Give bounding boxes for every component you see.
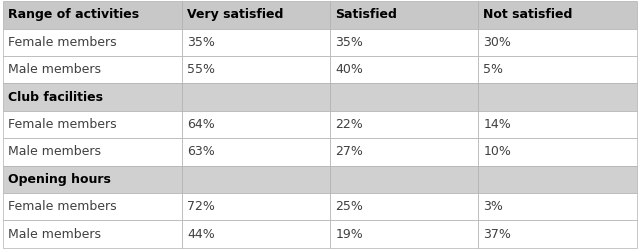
Bar bbox=[478, 1, 637, 29]
Text: Male members: Male members bbox=[8, 145, 101, 158]
Bar bbox=[3, 83, 182, 111]
Text: 30%: 30% bbox=[483, 36, 511, 49]
Bar bbox=[182, 111, 330, 138]
Text: Range of activities: Range of activities bbox=[8, 8, 140, 21]
Text: 10%: 10% bbox=[483, 145, 511, 158]
Bar bbox=[3, 111, 182, 138]
Text: Satisfied: Satisfied bbox=[335, 8, 397, 21]
Text: 55%: 55% bbox=[187, 63, 215, 76]
Bar bbox=[330, 1, 478, 29]
Text: Female members: Female members bbox=[8, 200, 117, 213]
Bar bbox=[478, 83, 637, 111]
Bar bbox=[330, 138, 478, 166]
Bar bbox=[182, 1, 330, 29]
Bar bbox=[3, 220, 182, 248]
Bar bbox=[3, 166, 182, 193]
Bar bbox=[478, 29, 637, 56]
Text: 22%: 22% bbox=[335, 118, 363, 131]
Bar bbox=[3, 56, 182, 83]
Bar bbox=[330, 111, 478, 138]
Text: 63%: 63% bbox=[187, 145, 215, 158]
Text: Female members: Female members bbox=[8, 36, 117, 49]
Text: 27%: 27% bbox=[335, 145, 363, 158]
Text: 3%: 3% bbox=[483, 200, 503, 213]
Text: Male members: Male members bbox=[8, 63, 101, 76]
Bar bbox=[330, 83, 478, 111]
Text: 64%: 64% bbox=[187, 118, 215, 131]
Text: Not satisfied: Not satisfied bbox=[483, 8, 573, 21]
Bar bbox=[478, 220, 637, 248]
Bar bbox=[182, 56, 330, 83]
Bar bbox=[182, 83, 330, 111]
Text: Opening hours: Opening hours bbox=[8, 173, 111, 186]
Bar bbox=[182, 166, 330, 193]
Text: 25%: 25% bbox=[335, 200, 363, 213]
Text: 37%: 37% bbox=[483, 228, 511, 241]
Text: Female members: Female members bbox=[8, 118, 117, 131]
Bar bbox=[330, 193, 478, 220]
Bar bbox=[182, 220, 330, 248]
Bar bbox=[182, 193, 330, 220]
Bar bbox=[478, 138, 637, 166]
Bar bbox=[478, 56, 637, 83]
Bar bbox=[182, 29, 330, 56]
Text: 19%: 19% bbox=[335, 228, 363, 241]
Bar bbox=[478, 193, 637, 220]
Text: Club facilities: Club facilities bbox=[8, 91, 103, 104]
Bar bbox=[330, 56, 478, 83]
Text: 35%: 35% bbox=[187, 36, 215, 49]
Text: 72%: 72% bbox=[187, 200, 215, 213]
Bar bbox=[3, 29, 182, 56]
Text: 40%: 40% bbox=[335, 63, 363, 76]
Bar bbox=[478, 166, 637, 193]
Bar bbox=[330, 220, 478, 248]
Bar bbox=[330, 29, 478, 56]
Text: 5%: 5% bbox=[483, 63, 504, 76]
Bar bbox=[3, 1, 182, 29]
Text: Very satisfied: Very satisfied bbox=[187, 8, 284, 21]
Bar bbox=[478, 111, 637, 138]
Text: 35%: 35% bbox=[335, 36, 363, 49]
Bar bbox=[3, 138, 182, 166]
Text: 44%: 44% bbox=[187, 228, 215, 241]
Bar bbox=[182, 138, 330, 166]
Text: Male members: Male members bbox=[8, 228, 101, 241]
Bar bbox=[330, 166, 478, 193]
Text: 14%: 14% bbox=[483, 118, 511, 131]
Bar bbox=[3, 193, 182, 220]
